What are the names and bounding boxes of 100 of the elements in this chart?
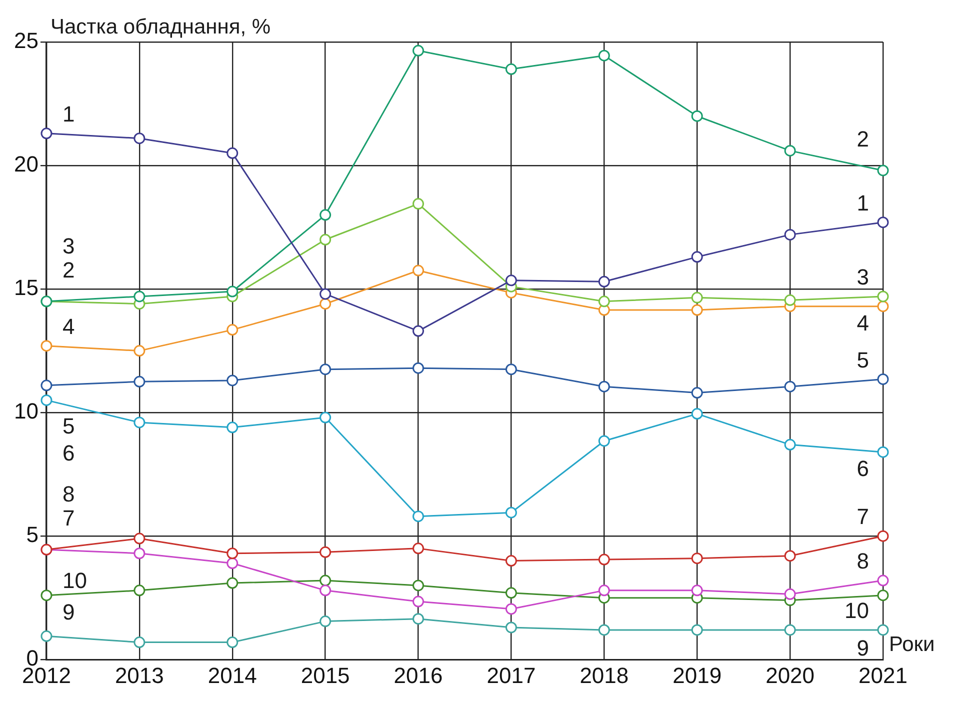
point [877, 574, 889, 586]
y-tick-label: 15 [14, 275, 38, 300]
point [412, 542, 424, 554]
point [412, 596, 424, 608]
point [877, 164, 889, 176]
point [691, 292, 703, 304]
point [134, 416, 146, 428]
point [691, 387, 703, 399]
series-label: 7 [856, 504, 870, 530]
point [505, 555, 517, 567]
series-label: 3 [856, 264, 870, 290]
point [320, 209, 332, 221]
point [320, 584, 332, 596]
point [40, 380, 52, 392]
series-label: 1 [62, 101, 75, 126]
point [134, 345, 146, 357]
point [784, 228, 796, 240]
point [877, 446, 889, 458]
point [412, 264, 424, 276]
point [412, 510, 424, 522]
point [598, 276, 610, 288]
point [691, 304, 703, 316]
point [691, 251, 703, 263]
point [40, 340, 52, 352]
point [877, 216, 889, 228]
point [877, 530, 889, 542]
series-label: 6 [856, 456, 870, 482]
point [134, 584, 146, 596]
point [320, 616, 332, 628]
x-tick-label: 2020 [766, 662, 815, 688]
point [134, 132, 146, 144]
point [598, 296, 610, 308]
text: 6 [62, 440, 75, 466]
text: 10 [62, 568, 87, 594]
series-label: 9 [62, 599, 75, 624]
text: 5 [62, 413, 75, 438]
point [598, 584, 610, 596]
point [40, 630, 52, 642]
point [598, 554, 610, 566]
point [784, 588, 796, 600]
point [226, 577, 238, 589]
point [505, 622, 517, 634]
point [598, 624, 610, 636]
text: 3 [62, 233, 75, 258]
x-tick-label: 2016 [394, 662, 443, 688]
point [412, 198, 424, 210]
point [505, 274, 517, 286]
point [320, 234, 332, 246]
point [134, 376, 146, 388]
point [134, 290, 146, 302]
point [691, 552, 703, 564]
point [598, 50, 610, 62]
point [226, 286, 238, 298]
series-label: 4 [856, 310, 870, 336]
point [784, 438, 796, 450]
point [877, 300, 889, 312]
point [320, 546, 332, 558]
point [784, 294, 796, 306]
point [320, 412, 332, 424]
point [784, 380, 796, 392]
text: 7 [62, 506, 75, 531]
text: 1 [856, 190, 870, 216]
point [320, 288, 332, 300]
x-tick-label: 2021 [858, 662, 908, 688]
point [226, 422, 238, 434]
point [784, 550, 796, 562]
point [877, 624, 889, 636]
point [134, 636, 146, 648]
y-tick-label: 5 [26, 522, 38, 548]
x-tick-label: 2019 [672, 662, 722, 688]
point [598, 435, 610, 447]
point [320, 574, 332, 586]
y-tick-label: 25 [14, 28, 38, 54]
point [505, 587, 517, 599]
point [412, 325, 424, 337]
series-label: 8 [856, 548, 870, 574]
y-tick-label: 10 [14, 398, 38, 424]
point [320, 364, 332, 376]
point [134, 532, 146, 544]
point [226, 324, 238, 336]
point [784, 144, 796, 156]
point [505, 506, 517, 518]
point [784, 624, 796, 636]
point [226, 636, 238, 648]
point [505, 603, 517, 615]
point [226, 548, 238, 560]
text: 9 [856, 635, 870, 660]
point [226, 147, 238, 159]
point [412, 44, 424, 56]
series-label: 2 [856, 126, 870, 152]
point [226, 558, 238, 570]
point [40, 590, 52, 602]
point [691, 110, 703, 122]
point [40, 128, 52, 140]
point [691, 408, 703, 420]
point [320, 298, 332, 310]
point [412, 362, 424, 374]
point [505, 63, 517, 75]
x-tick-label: 2018 [580, 662, 629, 688]
x-axis-title: Роки [889, 632, 935, 656]
